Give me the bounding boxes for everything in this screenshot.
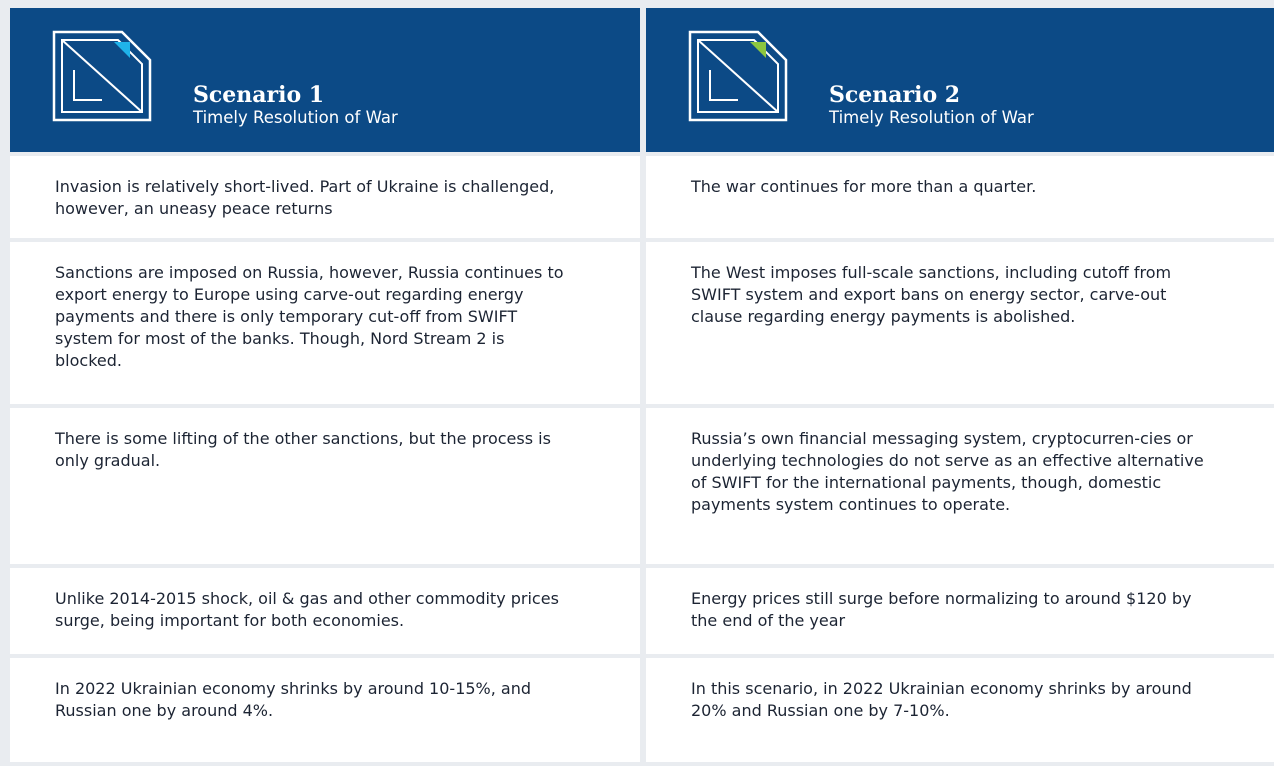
cell-text: Energy prices still surge before normali… <box>691 589 1192 630</box>
cell-text: Russia’s own financial messaging system,… <box>691 429 1204 514</box>
table-cell: In 2022 Ukrainian economy shrinks by aro… <box>10 658 640 762</box>
cell-text: Unlike 2014-2015 shock, oil & gas and ot… <box>55 589 559 630</box>
table-cell: Russia’s own financial messaging system,… <box>646 408 1274 564</box>
cell-text: In 2022 Ukrainian economy shrinks by aro… <box>55 679 532 720</box>
scenario-title: Scenario 1 <box>193 82 325 108</box>
table-cell: Invasion is relatively short-lived. Part… <box>10 156 640 238</box>
table-cell: In this scenario, in 2022 Ukrainian econ… <box>646 658 1274 762</box>
scenario-subtitle: Timely Resolution of War <box>193 108 398 127</box>
scenario-title: Scenario 2 <box>829 82 961 108</box>
scenario-icon <box>52 30 152 122</box>
scenario-icon <box>688 30 788 122</box>
table-cell: Sanctions are imposed on Russia, however… <box>10 242 640 404</box>
cell-text: The West imposes full-scale sanctions, i… <box>691 263 1172 326</box>
table-cell: There is some lifting of the other sanct… <box>10 408 640 564</box>
cell-text: There is some lifting of the other sanct… <box>55 429 551 470</box>
scenario-table: Scenario 1 Timely Resolution of War Scena… <box>10 8 1274 762</box>
cell-text: In this scenario, in 2022 Ukrainian econ… <box>691 679 1192 720</box>
table-cell: The West imposes full-scale sanctions, i… <box>646 242 1274 404</box>
cell-text: Sanctions are imposed on Russia, however… <box>55 263 564 370</box>
cell-text: The war continues for more than a quarte… <box>691 177 1037 196</box>
cell-text: Invasion is relatively short-lived. Part… <box>55 177 555 218</box>
scenario-subtitle: Timely Resolution of War <box>829 108 1034 127</box>
table-cell: Unlike 2014-2015 shock, oil & gas and ot… <box>10 568 640 654</box>
column-header: Scenario 1 Timely Resolution of War <box>10 8 640 152</box>
table-cell: The war continues for more than a quarte… <box>646 156 1274 238</box>
column-header: Scenario 2 Timely Resolution of War <box>646 8 1274 152</box>
table-cell: Energy prices still surge before normali… <box>646 568 1274 654</box>
